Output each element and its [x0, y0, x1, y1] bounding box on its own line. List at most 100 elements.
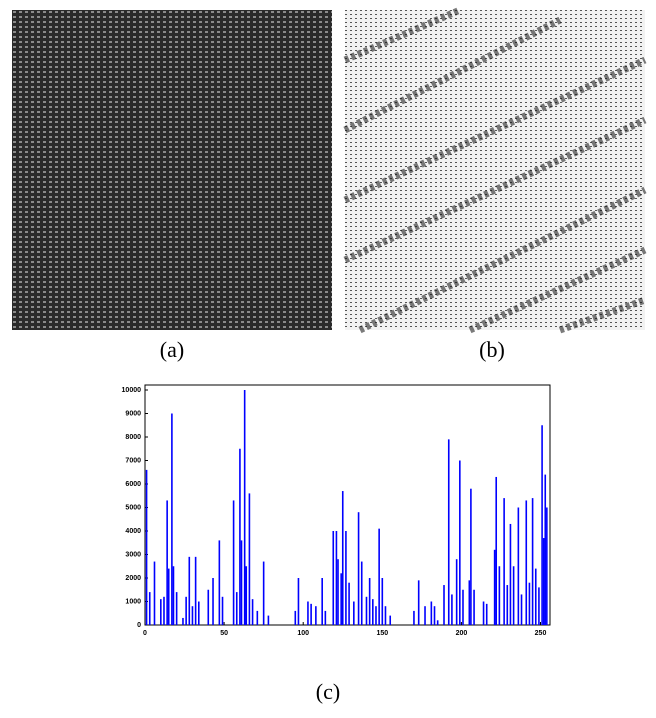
x-tick-label: 50: [220, 630, 228, 637]
histogram-bar: [372, 599, 374, 625]
histogram-bar: [310, 603, 312, 625]
histogram-bar: [335, 531, 338, 625]
histogram-bar: [267, 615, 270, 625]
histogram-bar: [240, 540, 243, 625]
histogram-bar: [294, 610, 297, 625]
histogram-bar: [506, 585, 509, 625]
histogram-bar: [531, 498, 534, 625]
caption-c: (c): [316, 679, 340, 704]
histogram-bar: [455, 559, 458, 625]
histogram-bar: [389, 615, 392, 625]
histogram-bar: [148, 592, 151, 625]
histogram-bar: [175, 592, 178, 625]
plot-frame: [144, 384, 551, 626]
histogram-bar: [424, 606, 426, 625]
histogram-bar: [345, 531, 347, 625]
texture-image-b: [343, 6, 647, 334]
histogram-bar: [221, 596, 224, 625]
histogram-bar: [171, 413, 173, 625]
histogram-bar: [541, 425, 543, 625]
histogram-bar: [525, 500, 528, 625]
y-tick-label: 3000: [125, 551, 141, 558]
histogram-bar: [459, 460, 461, 625]
histogram-bar: [498, 566, 501, 625]
histogram-bar: [468, 580, 471, 625]
histogram-bar: [538, 587, 540, 625]
histogram-bar: [430, 601, 433, 625]
histogram-bar: [378, 528, 380, 625]
histogram-bar: [360, 561, 363, 625]
histogram-bar: [145, 469, 148, 625]
x-tick-label: 200: [456, 630, 468, 637]
histogram-bar: [262, 561, 265, 625]
histogram-bar: [167, 568, 170, 625]
histogram-bar: [315, 606, 317, 625]
y-tick-label: 9000: [125, 410, 141, 417]
histogram-bar: [337, 559, 339, 625]
histogram-bar: [245, 566, 248, 625]
histogram-bar: [321, 578, 323, 625]
histogram-bar: [188, 556, 191, 625]
histogram-bar: [341, 491, 344, 625]
histogram-bar: [297, 578, 300, 625]
y-tick-label: 8000: [125, 434, 141, 441]
histogram-bar: [509, 523, 512, 625]
histogram-bar: [243, 390, 246, 625]
histogram-bar: [417, 580, 420, 625]
y-tick-label: 6000: [125, 481, 141, 488]
histogram-bar: [160, 599, 162, 625]
histogram-bar: [235, 592, 238, 625]
histogram-bar: [163, 596, 165, 625]
caption-b: (b): [479, 337, 505, 362]
histogram-bar: [503, 498, 505, 625]
histogram-bar: [493, 549, 496, 625]
histogram-bar: [546, 507, 548, 625]
histogram-bar: [381, 578, 384, 625]
histogram-bar: [495, 476, 498, 625]
histogram-bar: [197, 601, 200, 625]
x-tick-label: 0: [143, 630, 147, 637]
histogram-bar: [340, 573, 342, 625]
histogram-bar: [353, 601, 355, 625]
histogram-bar: [375, 606, 377, 625]
histogram-bar: [462, 589, 464, 625]
y-tick-label: 4000: [125, 528, 141, 535]
histogram-bar: [451, 594, 453, 625]
histogram-bar: [166, 500, 168, 625]
histogram-bar: [212, 578, 214, 625]
histogram-bar: [324, 610, 327, 625]
histogram-bar: [384, 606, 387, 625]
y-tick-label: 10000: [122, 387, 142, 394]
histogram-bar: [348, 582, 350, 625]
y-tick-label: 5000: [125, 504, 141, 511]
histogram-bar: [436, 620, 439, 625]
x-tick-label: 250: [535, 630, 547, 637]
histogram-bar: [239, 448, 241, 625]
caption-a: (a): [160, 337, 184, 362]
histogram-bar: [251, 599, 254, 625]
histogram-bar: [365, 596, 368, 625]
histogram-bar: [520, 594, 523, 625]
histogram-bar: [207, 589, 210, 625]
histogram-bar: [357, 512, 360, 625]
histogram-bar: [473, 589, 475, 625]
x-tick-label: 150: [376, 630, 388, 637]
histogram-bar: [517, 507, 520, 625]
histogram-bar: [153, 561, 156, 625]
histogram-bar: [544, 474, 547, 625]
texture-image-a: [12, 10, 332, 330]
histogram-bar: [368, 578, 371, 625]
histogram-bar: [413, 610, 415, 625]
histogram-bar: [485, 603, 488, 625]
histogram-bar: [218, 540, 221, 625]
y-tick-label: 0: [137, 622, 141, 629]
histogram-bar: [191, 606, 194, 625]
histogram-bar: [185, 596, 187, 625]
histogram-bar: [232, 500, 235, 625]
histogram-bar: [512, 566, 515, 625]
histogram-bar: [470, 488, 472, 625]
histogram-bar: [534, 568, 537, 625]
histogram-bar: [172, 566, 175, 625]
histogram-bar: [433, 606, 436, 625]
